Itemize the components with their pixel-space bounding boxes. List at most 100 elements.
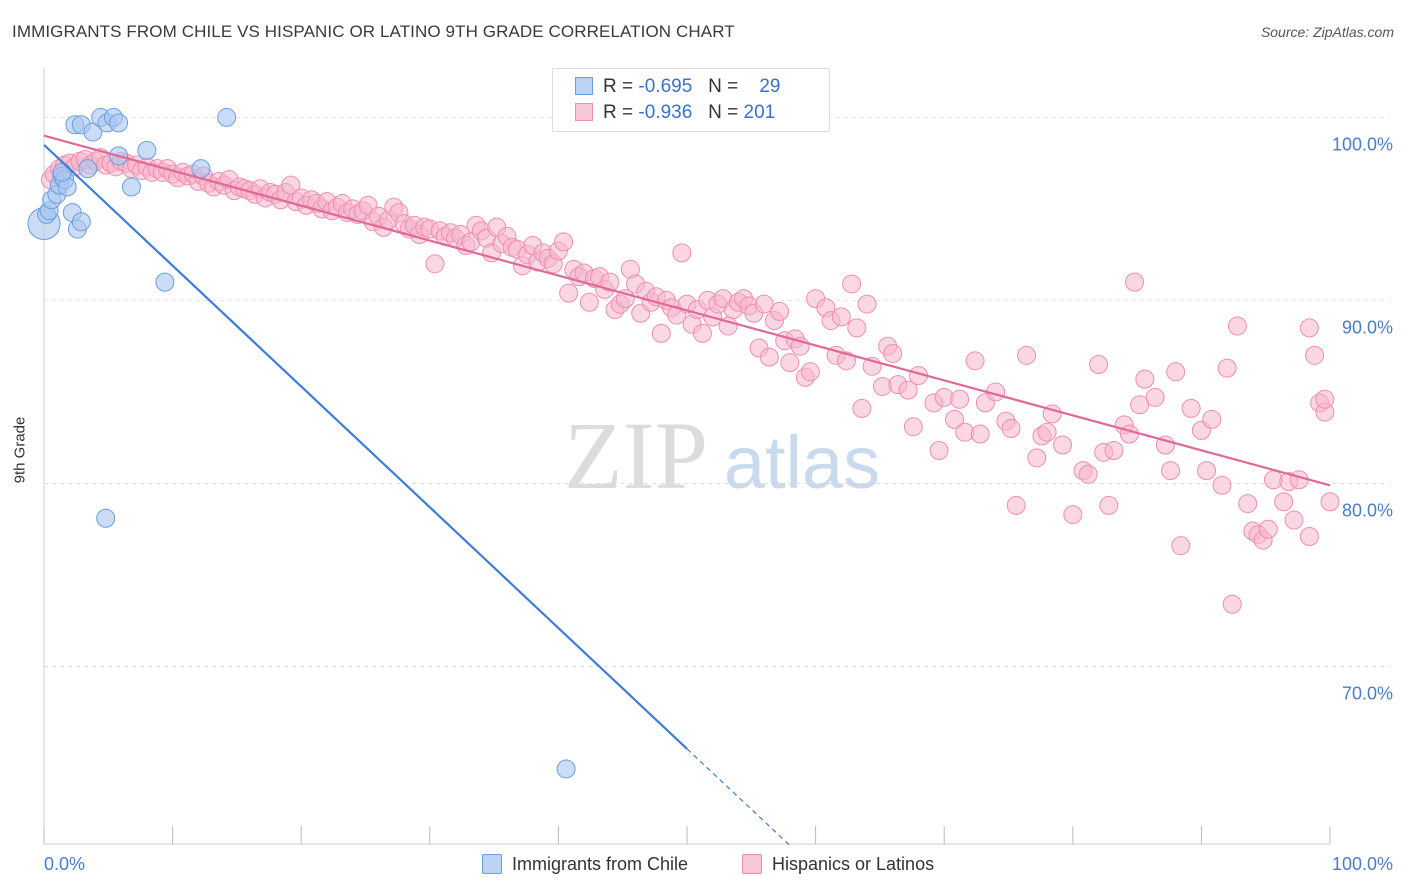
hispanic-point: [1305, 345, 1325, 365]
hispanic-point: [831, 307, 851, 327]
hispanic-point: [759, 347, 779, 367]
axes: [43, 68, 1331, 845]
hispanic-point: [1284, 510, 1304, 530]
hispanic-point: [1089, 354, 1109, 374]
chile-point: [556, 759, 576, 779]
watermark-zip: ZIP: [564, 402, 708, 509]
legend-r-value: -0.936: [638, 102, 693, 123]
series-legend: Immigrants from Chile Hispanics or Latin…: [0, 852, 1406, 876]
hispanic-point: [1006, 495, 1026, 515]
hispanic-point: [898, 380, 918, 400]
hispanic-point: [1315, 389, 1335, 409]
hispanic-point: [1155, 435, 1175, 455]
chile-point: [109, 113, 129, 133]
tick-labels: 100.0% 90.0% 80.0% 70.0% 0.0% 100.0%: [44, 134, 1393, 874]
chile-points: [27, 107, 576, 779]
legend-r-value: -0.695: [638, 76, 693, 97]
stats-legend: R = -0.695 N = 29 R = -0.936 N = 201: [552, 68, 830, 132]
hispanic-point: [1001, 419, 1021, 439]
legend-row-hispanic: R = -0.936 N = 201: [575, 101, 775, 125]
hispanic-point: [800, 362, 820, 382]
hispanic-point: [1161, 461, 1181, 481]
hispanic-point: [852, 398, 872, 418]
hispanic-point: [559, 283, 579, 303]
chile-swatch: [575, 77, 593, 95]
chile-point: [155, 272, 175, 292]
hispanic-point: [842, 274, 862, 294]
hispanic-point: [1017, 345, 1037, 365]
hispanic-point: [1099, 495, 1119, 515]
chile-trend-extension: [686, 748, 791, 846]
chile-point: [121, 177, 141, 197]
trend-lines: [43, 134, 1331, 846]
chile-point: [137, 140, 157, 160]
hispanic-point: [1227, 316, 1247, 336]
legend-item-chile[interactable]: Immigrants from Chile: [482, 852, 688, 876]
hispanic-point: [1197, 461, 1217, 481]
hispanic-point: [970, 424, 990, 444]
hispanic-point: [1202, 409, 1222, 429]
hispanic-point: [1320, 492, 1340, 512]
hispanic-point: [1299, 318, 1319, 338]
hispanic-swatch: [575, 103, 593, 121]
chile-point: [191, 159, 211, 179]
legend-item-hispanic[interactable]: Hispanics or Latinos: [742, 852, 934, 876]
hispanic-point: [770, 301, 790, 321]
hispanic-point: [1078, 464, 1098, 484]
legend-n-value: 201: [743, 102, 776, 123]
hispanic-point: [1238, 494, 1258, 514]
hispanic-point: [1053, 435, 1073, 455]
hispanic-point: [1171, 536, 1191, 556]
y-tick-label: 90.0%: [1342, 317, 1393, 337]
hispanic-point: [1027, 448, 1047, 468]
hispanic-point: [903, 417, 923, 437]
chile-swatch: [482, 854, 502, 874]
hispanic-point: [1299, 527, 1319, 547]
hispanic-point: [883, 344, 903, 364]
hispanic-point: [1104, 441, 1124, 461]
hispanic-point: [1145, 387, 1165, 407]
chile-point: [78, 159, 98, 179]
chile-point: [71, 212, 91, 232]
source-credit: Source: ZipAtlas.com: [1260, 24, 1394, 40]
hispanic-trend-line: [43, 134, 1331, 487]
hispanic-point: [836, 351, 856, 371]
hispanic-point: [1130, 395, 1150, 415]
chile-point: [217, 107, 237, 127]
legend-label-chile: Immigrants from Chile: [512, 854, 689, 874]
hispanic-point: [672, 243, 692, 263]
legend-r-label: R =: [603, 76, 634, 97]
x-tick-label: 100.0%: [1332, 854, 1393, 874]
chart-title: IMMIGRANTS FROM CHILE VS HISPANIC OR LAT…: [12, 22, 735, 41]
y-tick-label: 100.0%: [1332, 134, 1393, 154]
hispanic-point: [1258, 519, 1278, 539]
x-tick-label: 0.0%: [44, 854, 85, 874]
hispanic-point: [1119, 424, 1139, 444]
hispanic-point: [1166, 362, 1186, 382]
hispanic-point: [600, 272, 620, 292]
y-tick-label: 80.0%: [1342, 500, 1393, 520]
hispanic-points: [40, 148, 1340, 614]
hispanic-point: [1217, 358, 1237, 378]
hispanic-point: [754, 294, 774, 314]
hispanic-point: [950, 389, 970, 409]
chile-point: [83, 122, 103, 142]
hispanic-point: [1212, 475, 1232, 495]
hispanic-point: [1125, 272, 1145, 292]
hispanic-point: [944, 409, 964, 429]
legend-row-chile: R = -0.695 N = 29: [575, 75, 780, 99]
hispanic-point: [1289, 470, 1309, 490]
legend-n-label: N =: [708, 76, 739, 97]
hispanic-point: [1222, 594, 1242, 614]
hispanic-point: [929, 441, 949, 461]
watermark-atlas: atlas: [724, 421, 880, 504]
chile-point: [96, 508, 116, 528]
hispanic-point: [554, 232, 574, 252]
hispanic-point: [1063, 505, 1083, 525]
grid-lines: [44, 116, 1390, 667]
legend-label-hispanic: Hispanics or Latinos: [772, 854, 935, 874]
legend-n-label: N =: [708, 102, 739, 123]
watermark: ZIP atlas: [564, 402, 880, 509]
hispanic-point: [1135, 369, 1155, 389]
